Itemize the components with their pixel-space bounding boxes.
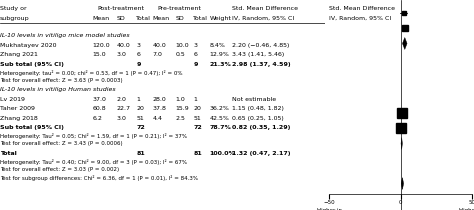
Text: 3.0: 3.0 — [117, 116, 127, 121]
Text: SD: SD — [175, 16, 184, 21]
Text: 22.7: 22.7 — [117, 106, 131, 111]
Text: 20: 20 — [137, 106, 144, 111]
Text: Sub total (95% CI): Sub total (95% CI) — [0, 62, 64, 67]
Text: Heterogeneity: Tau² = 0.40; Chi² = 9.00, df = 3 (P = 0.03); I² = 67%: Heterogeneity: Tau² = 0.40; Chi² = 9.00,… — [0, 159, 187, 165]
Text: SD: SD — [117, 16, 126, 21]
Text: 51: 51 — [193, 116, 201, 121]
Text: Study or: Study or — [0, 6, 27, 11]
Text: 60.8: 60.8 — [92, 106, 106, 111]
Text: Std. Mean Difference: Std. Mean Difference — [329, 6, 395, 11]
Text: Mukhatayev 2020: Mukhatayev 2020 — [0, 43, 56, 48]
Text: 9: 9 — [137, 62, 141, 67]
Text: 7.0: 7.0 — [153, 52, 163, 57]
Text: IV, Random, 95% CI: IV, Random, 95% CI — [329, 16, 392, 21]
Text: Total: Total — [193, 16, 208, 21]
Text: Zhang 2021: Zhang 2021 — [0, 52, 38, 57]
Text: 21.3%: 21.3% — [210, 62, 231, 67]
Text: 37.0: 37.0 — [92, 97, 106, 102]
Polygon shape — [402, 38, 407, 49]
Text: subgroup: subgroup — [0, 16, 29, 21]
Text: 2.5: 2.5 — [175, 116, 185, 121]
Text: Higher in
pre-treatment: Higher in pre-treatment — [310, 208, 349, 210]
Text: 72: 72 — [193, 125, 202, 130]
Text: 9: 9 — [193, 62, 198, 67]
Text: Test for overall effect: Z = 3.43 (P = 0.0006): Test for overall effect: Z = 3.43 (P = 0… — [0, 141, 123, 146]
Text: 0.5: 0.5 — [175, 52, 185, 57]
Text: 6: 6 — [193, 52, 197, 57]
Text: 4.4: 4.4 — [153, 116, 163, 121]
Text: 72: 72 — [137, 125, 145, 130]
Text: 3.0: 3.0 — [117, 52, 127, 57]
Text: 81: 81 — [193, 151, 202, 156]
Text: Lv 2019: Lv 2019 — [0, 97, 25, 102]
Text: 3: 3 — [193, 43, 197, 48]
Text: IL-10 levels in vitiligo mice model studies: IL-10 levels in vitiligo mice model stud… — [0, 33, 129, 38]
Text: 1.15 (0.48, 1.82): 1.15 (0.48, 1.82) — [232, 106, 284, 111]
Text: 12.9%: 12.9% — [210, 52, 229, 57]
Text: 100.0%: 100.0% — [210, 151, 235, 156]
Text: Test for subgroup differences: Chi² = 6.36, df = 1 (P = 0.01), I² = 84.3%: Test for subgroup differences: Chi² = 6.… — [0, 175, 198, 181]
Text: 15.9: 15.9 — [175, 106, 189, 111]
Text: 40.0: 40.0 — [153, 43, 166, 48]
Text: 1: 1 — [193, 97, 197, 102]
Text: 28.0: 28.0 — [153, 97, 166, 102]
Text: Test for overall effect: Z = 3.03 (P = 0.002): Test for overall effect: Z = 3.03 (P = 0… — [0, 167, 119, 172]
Text: Mean: Mean — [92, 16, 109, 21]
Text: Post-treatment: Post-treatment — [98, 6, 145, 11]
Text: 6.2: 6.2 — [92, 116, 102, 121]
Text: Weight: Weight — [210, 16, 231, 21]
Text: 1.0: 1.0 — [175, 97, 185, 102]
Text: IV, Random, 95% CI: IV, Random, 95% CI — [232, 16, 294, 21]
Text: Zhang 2018: Zhang 2018 — [0, 116, 38, 121]
Text: 10.0: 10.0 — [175, 43, 189, 48]
Text: 51: 51 — [137, 116, 144, 121]
Text: 42.5%: 42.5% — [210, 116, 229, 121]
Text: 0.82 (0.35, 1.29): 0.82 (0.35, 1.29) — [232, 125, 291, 130]
Text: Pre-treatment: Pre-treatment — [157, 6, 201, 11]
Text: 2.20 (−0.46, 4.85): 2.20 (−0.46, 4.85) — [232, 43, 290, 48]
Text: 36.2%: 36.2% — [210, 106, 229, 111]
Text: 0.65 (0.25, 1.05): 0.65 (0.25, 1.05) — [232, 116, 284, 121]
Text: 8.4%: 8.4% — [210, 43, 225, 48]
Text: Taher 2009: Taher 2009 — [0, 106, 35, 111]
Text: Heterogeneity: tau² = 0.00; chi² = 0.53, df = 1 (P = 0.47); I² = 0%: Heterogeneity: tau² = 0.00; chi² = 0.53,… — [0, 70, 182, 76]
Text: 1: 1 — [137, 97, 140, 102]
Text: 78.7%: 78.7% — [210, 125, 231, 130]
Polygon shape — [401, 178, 404, 189]
Text: 3.43 (1.41, 5.46): 3.43 (1.41, 5.46) — [232, 52, 284, 57]
Text: Heterogeneity: Tau² = 0.05; Chi² = 1.59, df = 1 (P = 0.21); I² = 37%: Heterogeneity: Tau² = 0.05; Chi² = 1.59,… — [0, 133, 187, 139]
Text: Std. Mean Difference: Std. Mean Difference — [232, 6, 298, 11]
Text: 3: 3 — [137, 43, 140, 48]
Text: Not estimable: Not estimable — [232, 97, 276, 102]
Text: 37.8: 37.8 — [153, 106, 166, 111]
Polygon shape — [401, 138, 402, 150]
Text: 2.98 (1.37, 4.59): 2.98 (1.37, 4.59) — [232, 62, 291, 67]
Text: 2.0: 2.0 — [117, 97, 127, 102]
Text: 120.0: 120.0 — [92, 43, 110, 48]
Text: 6: 6 — [137, 52, 140, 57]
Text: Higher in
post-treatment: Higher in post-treatment — [451, 208, 474, 210]
Text: 81: 81 — [137, 151, 145, 156]
Text: Total: Total — [137, 16, 151, 21]
Text: IL-10 levels in vitiligo Human studies: IL-10 levels in vitiligo Human studies — [0, 87, 116, 92]
Text: Test for overall effect: Z = 3.63 (P = 0.0003): Test for overall effect: Z = 3.63 (P = 0… — [0, 78, 123, 83]
Text: 40.0: 40.0 — [117, 43, 131, 48]
Text: 1.32 (0.47, 2.17): 1.32 (0.47, 2.17) — [232, 151, 291, 156]
Text: Sub total (95% CI): Sub total (95% CI) — [0, 125, 64, 130]
Text: Total: Total — [0, 151, 17, 156]
Text: Mean: Mean — [153, 16, 170, 21]
Text: 15.0: 15.0 — [92, 52, 106, 57]
Text: 20: 20 — [193, 106, 201, 111]
